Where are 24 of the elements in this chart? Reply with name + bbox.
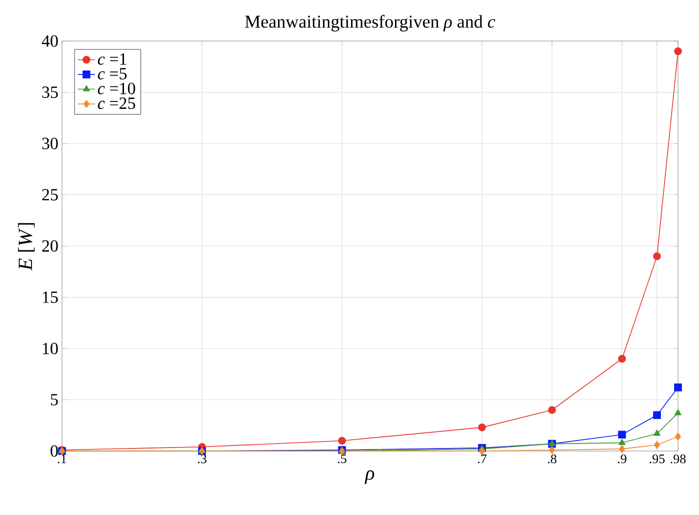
y-tick-label: 10: [42, 342, 58, 354]
x-tick-label: .95: [650, 454, 665, 464]
x-tick-label: .3: [198, 454, 206, 464]
y-tick-label: 0: [50, 445, 58, 457]
y-tick-label: 25: [42, 189, 58, 200]
y-tick-label: 30: [42, 138, 58, 150]
y-tick-label: 5: [50, 394, 58, 406]
legend-label: c =1: [98, 53, 126, 65]
legend-label: c =25: [98, 98, 136, 109]
chart-title: Meanwaitingtimesforgiven ρ and c: [245, 14, 496, 32]
x-tick-label: .9: [618, 454, 626, 464]
y-axis-title: E [W]: [18, 223, 35, 271]
y-tick-label: 40: [42, 35, 58, 47]
y-tick-label: 20: [42, 240, 58, 252]
legend-label: c =5: [98, 68, 127, 80]
y-tick-label: 15: [42, 292, 58, 303]
x-tick-label: .98: [670, 454, 686, 464]
x-axis-title: ρ: [364, 470, 374, 484]
x-tick-label: .8: [548, 454, 556, 464]
legend-label: c =10: [98, 82, 136, 94]
x-tick-label: .5: [338, 454, 346, 464]
y-tick-label: 35: [42, 86, 58, 98]
x-tick-label: .7: [478, 454, 487, 464]
x-tick-label: .1: [58, 454, 66, 464]
